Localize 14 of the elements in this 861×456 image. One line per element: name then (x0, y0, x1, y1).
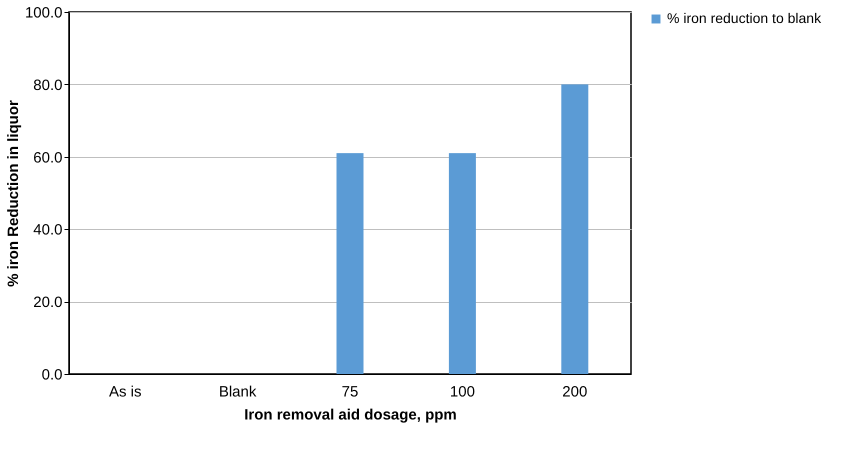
legend-label: % iron reduction to blank (667, 10, 822, 26)
y-tick-label: 80.0 (33, 76, 62, 94)
x-tick-label: 75 (342, 384, 358, 400)
x-tick-label: 100 (450, 384, 475, 400)
y-tick-label: 0.0 (42, 366, 62, 384)
y-tick-label: 60.0 (33, 149, 62, 166)
x-tick-label: Blank (218, 384, 257, 400)
y-tick-label: 100.0 (24, 4, 62, 22)
y-axis-title: % iron Reduction in liquor (4, 100, 22, 287)
x-tick-label: As is (108, 384, 142, 400)
x-tick-label: 200 (562, 384, 588, 400)
x-axis-title: Iron removal aid dosage, ppm (244, 406, 457, 424)
y-tick-label: 40.0 (33, 222, 62, 239)
y-tick-label: 20.0 (33, 294, 62, 312)
